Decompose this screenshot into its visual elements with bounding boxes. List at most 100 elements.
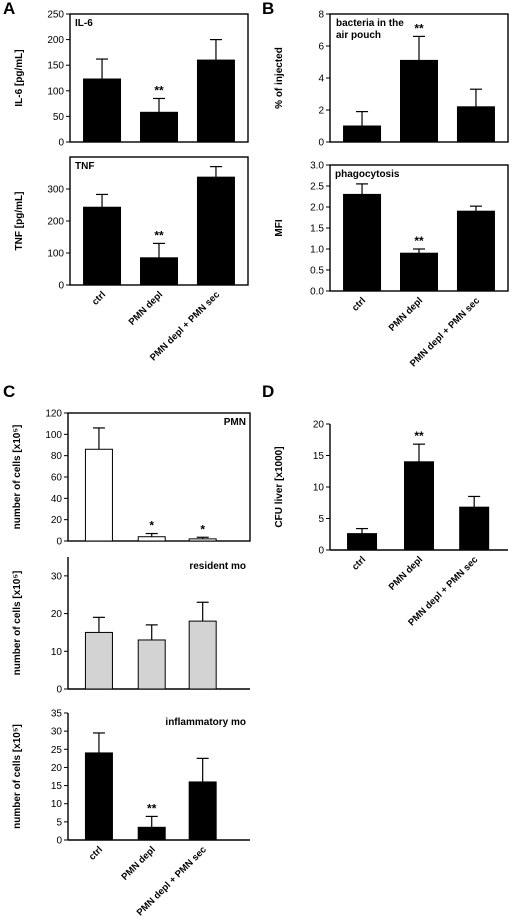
y-tick-label: 0.0 (310, 287, 324, 298)
y-tick-label: 5 (318, 514, 324, 525)
y-tick-label: 10 (51, 647, 63, 658)
y-tick-label: 40 (51, 494, 63, 505)
bar (137, 536, 166, 542)
y-tick-label: 0 (56, 685, 62, 696)
significance-marker: ** (154, 83, 164, 97)
chart-title: inflammatory mo (165, 717, 246, 728)
bar (459, 506, 490, 551)
y-tick-label: 0.5 (310, 266, 324, 277)
category-label: PMN depl (119, 844, 157, 882)
significance-marker: * (200, 522, 205, 536)
bar (137, 639, 166, 690)
bar (137, 826, 166, 841)
bar (84, 448, 113, 542)
y-axis-label: number of cells [x10⁵] (12, 571, 23, 676)
y-tick-label: 35 (51, 709, 63, 720)
y-tick-label: 80 (51, 451, 63, 462)
y-tick-label: 20 (313, 420, 325, 431)
y-tick-label: 15 (313, 451, 325, 462)
y-tick-label: 8 (318, 10, 324, 21)
y-tick-label: 200 (47, 35, 64, 46)
y-tick-label: 0 (318, 138, 324, 149)
y-tick-label: 100 (47, 86, 64, 97)
category-label: PMN depl (127, 289, 165, 327)
chart-title: resident mo (189, 561, 246, 572)
y-tick-label: 30 (51, 571, 63, 582)
bar (84, 752, 113, 841)
bar (400, 59, 438, 143)
y-axis-label: MFI (274, 219, 285, 236)
significance-marker: ** (154, 228, 164, 242)
y-tick-label: 6 (318, 42, 324, 53)
y-tick-label: 0 (318, 546, 324, 557)
y-tick-label: 0 (58, 138, 64, 149)
y-tick-label: 25 (51, 745, 63, 756)
significance-marker: ** (414, 234, 424, 248)
y-tick-label: 0 (56, 537, 62, 548)
bar (83, 206, 122, 286)
y-tick-label: 50 (53, 112, 65, 123)
chart-title: phagocytosis (335, 169, 400, 180)
y-tick-label: 20 (51, 609, 63, 620)
y-tick-label: 60 (51, 473, 63, 484)
y-tick-label: 120 (45, 409, 62, 420)
y-tick-label: 4 (318, 74, 324, 85)
chart-a1: 0 50 100 150 200 250 IL-6 [pg/mL] IL-6 ** (14, 10, 249, 149)
y-tick-label: 20 (51, 763, 63, 774)
y-axis-label: TNF [pg/mL] (14, 192, 25, 251)
category-label: PMN depl (387, 554, 425, 592)
y-axis-label: number of cells [x10⁵] (12, 724, 23, 829)
chart-title: bacteria in the air pouch (336, 18, 404, 41)
bar (343, 125, 382, 143)
bar (347, 533, 378, 551)
y-tick-label: 0 (58, 281, 64, 292)
chart-title: TNF (75, 161, 94, 172)
chart-b2: 0.0 0.5 1.0 1.5 2.0 2.5 3.0 MFI phagocytosis ctrl… (274, 161, 509, 369)
bar (456, 210, 495, 292)
y-tick-label: 30 (51, 727, 63, 738)
y-tick-label: 0 (56, 836, 62, 847)
panel-letter-d: D (262, 382, 275, 401)
y-axis-label: number of cells [x10⁵] (12, 425, 23, 530)
y-tick-label: 1.5 (310, 224, 324, 235)
chart-c1: 0 20 40 60 80 100 120 number of cells [x10⁵] PMN… (12, 409, 251, 548)
bar (140, 111, 178, 143)
y-axis-label: CFU liver [x1000] (274, 446, 285, 527)
y-tick-label: 10 (51, 799, 63, 810)
y-axis-label: IL-6 [pg/mL] (14, 49, 25, 106)
panel-letter-c: C (3, 382, 16, 401)
significance-marker: ** (414, 429, 424, 443)
bar (400, 252, 438, 292)
bar (188, 781, 217, 841)
y-tick-label: 3.0 (310, 161, 324, 172)
panel-letter-a: A (3, 0, 16, 18)
bar (196, 59, 235, 143)
bar (83, 78, 122, 143)
chart-c3: 0 5 10 15 20 25 30 35 number of cells [x10⁵] infl… (12, 709, 250, 918)
bar (404, 461, 434, 551)
y-tick-label: 150 (47, 61, 64, 72)
bar (188, 538, 217, 542)
bar (196, 176, 235, 286)
bar (188, 620, 217, 690)
category-label: ctrl (350, 554, 368, 572)
y-tick-label: 1.0 (310, 245, 324, 256)
category-label: ctrl (350, 295, 368, 313)
y-tick-label: 100 (47, 249, 64, 260)
y-tick-label: 100 (45, 430, 62, 441)
significance-marker: ** (414, 21, 424, 35)
chart-b1: 0 2 4 6 8 % of injected bacteria in the air pou… (274, 10, 509, 149)
chart-c2: 0 10 20 30 number of cells [x10⁵] resident mo (12, 557, 250, 696)
y-tick-label: 300 (47, 185, 64, 196)
y-axis-label: % of injected (274, 47, 285, 109)
bar (456, 106, 495, 143)
y-tick-label: 2 (318, 106, 324, 117)
y-tick-label: 10 (313, 483, 325, 494)
category-label: PMN depl (387, 295, 425, 333)
y-tick-label: 200 (47, 217, 64, 228)
y-tick-label: 250 (47, 10, 64, 21)
y-tick-label: 2.0 (310, 203, 324, 214)
chart-title: IL-6 (75, 18, 93, 29)
